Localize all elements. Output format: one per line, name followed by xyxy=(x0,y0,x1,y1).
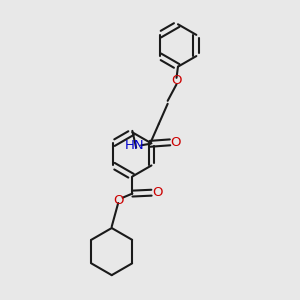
Text: O: O xyxy=(152,186,163,199)
Text: O: O xyxy=(113,194,124,207)
Text: O: O xyxy=(171,74,182,87)
Text: O: O xyxy=(171,136,181,149)
Text: HN: HN xyxy=(125,139,145,152)
